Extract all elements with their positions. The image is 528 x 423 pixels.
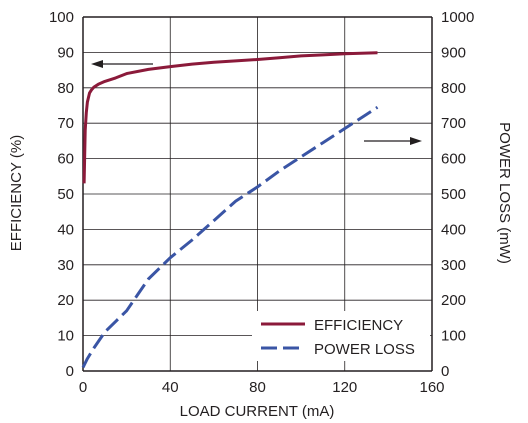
x-tick-label: 0 [79,379,87,396]
x-axis-title: LOAD CURRENT (mA) [180,403,335,420]
series-line-efficiency [82,51,378,184]
x-tick-label: 160 [419,379,444,396]
legend-label: EFFICIENCY [314,317,403,334]
left-y-tick-label: 90 [57,44,74,61]
right-y-tick-label: 500 [441,186,466,203]
right-y-tick-label: 300 [441,257,466,274]
x-tick-label: 40 [162,379,179,396]
right-y-axis-title: POWER LOSS (mW) [496,122,513,264]
series-line-power-loss [81,106,379,369]
right-y-tick-label: 100 [441,328,466,345]
left-y-tick-label: 100 [49,9,74,26]
right-y-tick-label: 200 [441,292,466,309]
legend: EFFICIENCY POWER LOSS [252,311,430,361]
legend-background [252,311,430,361]
right-y-tick-labels: 0 100 200 300 400 500 600 700 800 900 1000 [441,9,474,380]
left-y-tick-labels: 0 10 20 30 40 50 60 70 80 90 100 [49,9,74,380]
legend-label: POWER LOSS [314,341,415,358]
right-y-tick-label: 400 [441,221,466,238]
left-y-tick-label: 70 [57,115,74,132]
left-y-tick-label: 10 [57,328,74,345]
left-y-axis-title: EFFICIENCY (%) [8,135,25,251]
right-y-tick-label: 600 [441,151,466,168]
left-y-tick-label: 30 [57,257,74,274]
left-y-tick-label: 0 [66,363,74,380]
x-tick-label: 120 [332,379,357,396]
left-y-tick-label: 40 [57,221,74,238]
right-y-tick-label: 700 [441,115,466,132]
right-y-tick-label: 0 [441,363,449,380]
x-tick-labels: 0 40 80 120 160 [79,379,445,396]
axis-arrows [91,60,422,145]
left-y-tick-label: 50 [57,186,74,203]
left-y-tick-label: 20 [57,292,74,309]
right-y-tick-label: 800 [441,80,466,97]
arrow-left-head [91,60,103,68]
x-tick-label: 80 [249,379,266,396]
left-y-tick-label: 60 [57,151,74,168]
right-y-tick-label: 1000 [441,9,474,26]
arrow-right-head [410,137,422,145]
grid [82,16,433,372]
right-y-tick-label: 900 [441,44,466,61]
left-y-tick-label: 80 [57,80,74,97]
series-lines [81,51,379,369]
